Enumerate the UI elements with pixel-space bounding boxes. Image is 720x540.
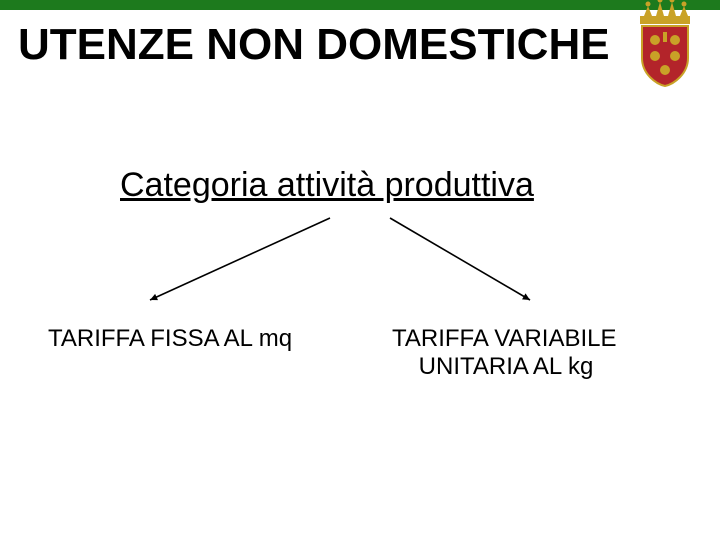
crest-icon	[622, 0, 708, 88]
top-bar	[0, 0, 720, 10]
category-heading: Categoria attività produttiva	[120, 166, 534, 205]
slide: UTENZE NON DOMESTICHE Categoria attività…	[0, 0, 720, 540]
page-title: UTENZE NON DOMESTICHE	[18, 20, 610, 70]
tariff-fixed-label: TARIFFA FISSA AL mq	[48, 325, 292, 353]
crest-logo	[622, 0, 708, 88]
tariff-variable-label: TARIFFA VARIABILE UNITARIA AL kg	[392, 325, 617, 381]
branch-arrows	[0, 0, 720, 540]
